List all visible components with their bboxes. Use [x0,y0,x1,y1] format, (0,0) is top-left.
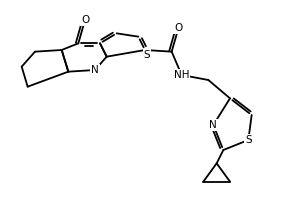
Text: O: O [81,15,89,25]
Text: N: N [91,65,99,75]
Text: N: N [209,120,217,130]
Text: S: S [144,50,150,60]
Text: S: S [245,135,252,145]
Text: O: O [174,23,182,33]
Text: NH: NH [174,70,189,80]
